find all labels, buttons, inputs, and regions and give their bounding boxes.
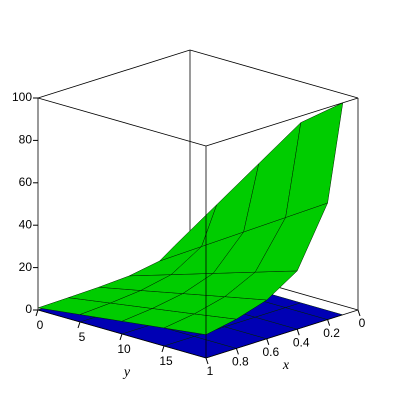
surfaces (37, 102, 344, 359)
y-tick-label: 5 (79, 330, 86, 344)
x-tick-label: 0.2 (323, 326, 340, 340)
x-tick-label: 1 (207, 364, 214, 378)
box-edge (189, 49, 359, 99)
x-tick (357, 309, 361, 317)
x-tick (266, 338, 270, 345)
x-tick (327, 319, 331, 326)
z-tick-label: 100 (12, 90, 32, 104)
x-tick-label: 0 (359, 316, 366, 330)
y-tick-label: 10 (117, 342, 131, 356)
y-axis-label: y (122, 365, 131, 380)
x-tick (205, 357, 209, 365)
box-edge (205, 97, 359, 147)
z-tick-label: 20 (19, 260, 33, 274)
y-tick (161, 345, 165, 353)
y-tick-label: 15 (159, 354, 173, 368)
z-tick-label: 40 (19, 217, 33, 231)
surface-cell (285, 102, 344, 218)
x-tick (235, 348, 239, 355)
y-tick (77, 321, 81, 329)
x-tick-label: 0.6 (262, 345, 279, 359)
box-edge (37, 49, 191, 99)
z-tick-label: 60 (19, 175, 33, 189)
x-tick-label: 0.8 (232, 355, 249, 369)
z-tick-label: 80 (19, 133, 33, 147)
box-edge (205, 309, 359, 359)
x-axis-label: x (282, 358, 290, 373)
z-tick-label: 0 (25, 302, 32, 316)
y-tick (119, 333, 123, 341)
y-tick-label: 0 (37, 318, 44, 332)
x-tick-label: 0.4 (293, 335, 310, 349)
y-tick (35, 309, 39, 317)
x-tick (296, 329, 300, 336)
box-edge (37, 97, 207, 147)
